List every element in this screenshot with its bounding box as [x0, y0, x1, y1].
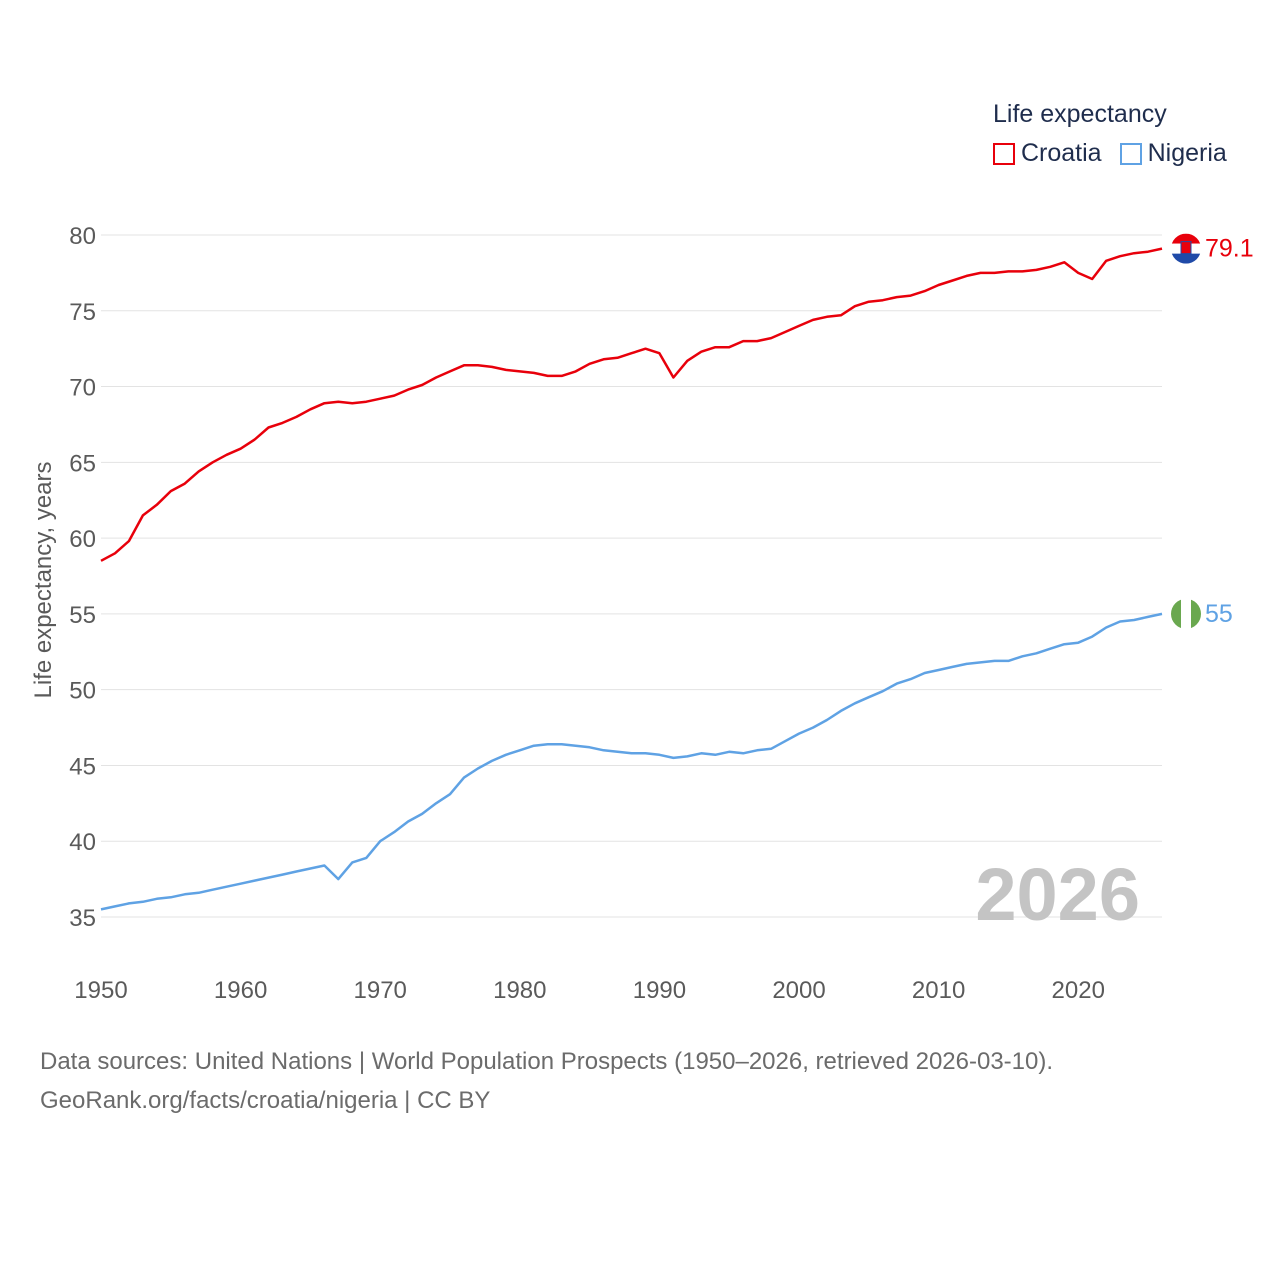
- y-tick-label-35: 35: [69, 905, 96, 932]
- grid: [101, 234, 1162, 918]
- x-tick-label-1960: 1960: [214, 977, 267, 1004]
- series-line-nigeria: [100, 612, 1163, 911]
- x-tick-label-1980: 1980: [493, 977, 546, 1004]
- legend-title: Life expectancy: [993, 100, 1167, 128]
- source-line-1: Data sources: United Nations | World Pop…: [40, 1048, 1054, 1075]
- legend-swatch-croatia: [993, 142, 1015, 165]
- x-axis-ticks: 1950 1960 1970 1980 1990 2000 2010 2020: [74, 977, 1105, 1004]
- legend-label-nigeria: Nigeria: [1147, 139, 1227, 167]
- source-note: Data sources: United Nations | World Pop…: [40, 1042, 1053, 1120]
- legend-item-nigeria[interactable]: Nigeria: [1119, 139, 1227, 168]
- x-tick-label-2010: 2010: [912, 977, 965, 1004]
- series-lines: [100, 247, 1163, 911]
- x-tick-label-1950: 1950: [74, 977, 127, 1004]
- y-tick-label-55: 55: [69, 602, 96, 629]
- y-tick-label-40: 40: [69, 829, 96, 856]
- y-tick-label-60: 60: [69, 526, 96, 553]
- y-tick-label-70: 70: [69, 375, 96, 402]
- year-watermark: 2026: [975, 853, 1140, 936]
- y-axis-ticks: 35 40 45 50 55 60 65 70 75 80: [69, 223, 96, 932]
- y-tick-label-80: 80: [69, 223, 96, 250]
- source-line-2[interactable]: GeoRank.org/facts/croatia/nigeria | CC B…: [40, 1087, 491, 1114]
- y-tick-label-45: 45: [69, 753, 96, 780]
- y-axis-label: Life expectancy, years: [30, 461, 57, 698]
- x-tick-label-1970: 1970: [354, 977, 407, 1004]
- legend-swatch-nigeria: [1119, 142, 1142, 165]
- x-tick-label-1990: 1990: [633, 977, 686, 1004]
- y-tick-label-50: 50: [69, 678, 96, 705]
- legend: Life expectancy Croatia Nigeria: [993, 100, 1227, 168]
- flag-icon-croatia: [1171, 233, 1201, 264]
- series-end-markers: 79.1 55: [1171, 233, 1254, 629]
- x-tick-label-2000: 2000: [772, 977, 825, 1004]
- legend-label-croatia: Croatia: [1021, 139, 1102, 167]
- end-value-label-nigeria: 55: [1205, 600, 1233, 628]
- legend-item-croatia[interactable]: Croatia: [993, 139, 1102, 168]
- flag-icon-nigeria: [1171, 598, 1201, 629]
- x-tick-label-2020: 2020: [1052, 977, 1105, 1004]
- end-value-label-croatia: 79.1: [1205, 235, 1254, 263]
- y-tick-label-65: 65: [69, 450, 96, 477]
- y-tick-label-75: 75: [69, 299, 96, 326]
- series-line-croatia: [100, 247, 1163, 562]
